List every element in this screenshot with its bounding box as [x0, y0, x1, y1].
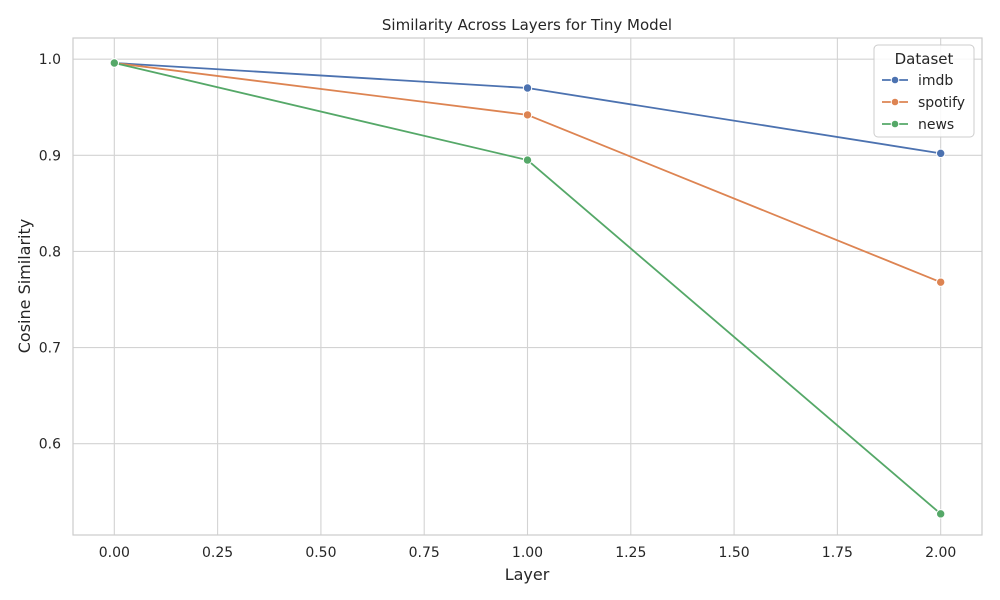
y-tick-label: 0.9: [39, 148, 61, 164]
series-layer: [109, 58, 946, 519]
x-axis-title: Layer: [505, 565, 550, 584]
data-point-spotify: [522, 110, 533, 120]
x-tick-label: 0.00: [99, 545, 130, 561]
x-tick-label: 0.25: [202, 545, 233, 561]
legend-item-spotify: spotify: [882, 95, 965, 111]
legend-item-imdb: imdb: [882, 73, 953, 89]
legend-label: imdb: [918, 73, 953, 89]
y-axis-title: Cosine Similarity: [15, 219, 34, 353]
x-tick-label: 1.50: [719, 545, 750, 561]
legend-label: spotify: [918, 95, 965, 111]
x-tick-label: 1.25: [615, 545, 646, 561]
y-tick-label: 1.0: [39, 52, 61, 68]
x-tick-label: 1.00: [512, 545, 543, 561]
y-tick-label: 0.8: [39, 244, 61, 260]
legend-title: Dataset: [895, 50, 954, 68]
plot-frame: [72, 37, 983, 536]
legend-items: imdb spotify news: [882, 73, 965, 133]
x-tick-label: 1.75: [822, 545, 853, 561]
series-news: [109, 58, 946, 519]
x-tick-label: 0.50: [305, 545, 336, 561]
legend-label: news: [918, 117, 954, 133]
plot-border: [72, 37, 983, 536]
y-tick-label: 0.6: [39, 437, 61, 453]
data-point-news: [522, 155, 533, 165]
data-point-news: [935, 509, 946, 519]
legend-marker-swatch: [890, 97, 900, 107]
chart-title: Similarity Across Layers for Tiny Model: [382, 16, 672, 34]
legend-marker-swatch: [890, 119, 900, 129]
y-tick-label: 0.7: [39, 341, 61, 357]
data-point-spotify: [935, 277, 946, 287]
x-tick-label: 0.75: [409, 545, 440, 561]
legend-item-news: news: [882, 117, 954, 133]
x-tick-label: 2.00: [925, 545, 956, 561]
data-point-news: [109, 58, 120, 68]
data-point-imdb: [935, 148, 946, 159]
legend-marker-swatch: [890, 75, 900, 85]
legend: Dataset imdb spotify news: [873, 44, 975, 138]
data-point-imdb: [522, 83, 533, 93]
legend-box: [873, 44, 975, 138]
tick-labels: 0.00 0.25 0.50 0.75 1.00 1.25 1.50 1.75 2.00 0.6 0…: [39, 52, 957, 561]
